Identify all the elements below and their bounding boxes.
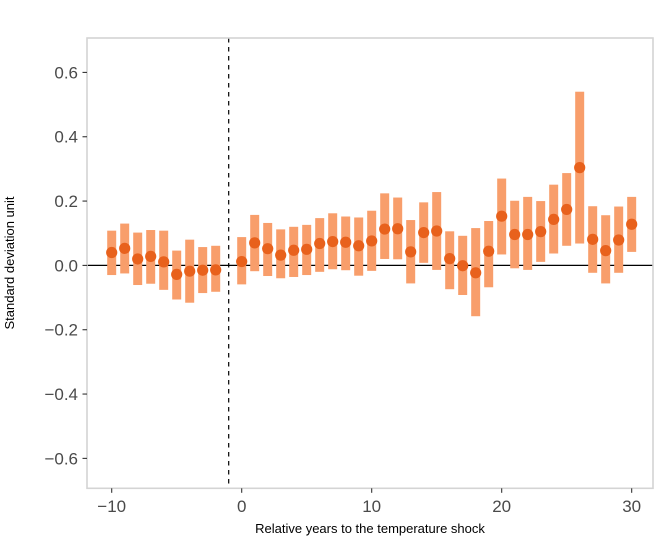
x-tick-label: 10 <box>362 497 381 516</box>
data-point <box>288 244 300 256</box>
data-point <box>132 253 144 265</box>
data-point <box>626 218 638 230</box>
data-point <box>366 235 378 247</box>
data-point <box>171 268 183 281</box>
data-point <box>119 242 131 254</box>
data-point <box>457 260 469 272</box>
data-point <box>600 245 612 257</box>
y-tick-label: 0.4 <box>54 128 78 147</box>
x-tick-label: 0 <box>237 497 246 516</box>
x-tick-label: 30 <box>622 497 641 516</box>
data-point <box>496 210 508 222</box>
data-point <box>197 264 209 276</box>
y-axis-tick-labels: 0.6 0.4 0.2 0.0 −0.2 −0.4 −0.6 <box>44 63 78 468</box>
data-point <box>418 226 430 239</box>
y-tick-label: 0.0 <box>54 256 78 275</box>
y-tick-label: 0.2 <box>54 192 78 211</box>
data-point <box>613 234 625 246</box>
data-point <box>340 236 352 248</box>
y-tick-label: 0.6 <box>54 63 78 82</box>
data-point <box>145 250 157 262</box>
data-point <box>184 265 196 277</box>
data-point <box>262 243 274 255</box>
panel-border <box>86 37 654 490</box>
data-point <box>392 223 404 235</box>
data-point <box>327 235 339 248</box>
data-point <box>483 245 495 257</box>
data-point <box>587 233 599 245</box>
x-tick-label: 20 <box>492 497 511 516</box>
data-point <box>509 228 521 241</box>
y-tick-label: −0.6 <box>44 449 78 468</box>
data-point <box>301 243 313 255</box>
data-point <box>275 249 287 261</box>
axis-tick-marks <box>82 71 633 493</box>
x-axis-tick-labels: −10 0 10 20 30 <box>97 497 641 516</box>
data-point <box>249 237 261 249</box>
data-point <box>548 213 560 226</box>
data-point <box>353 240 365 252</box>
data-point <box>522 228 534 241</box>
data-point <box>236 255 248 268</box>
data-point <box>574 162 586 174</box>
y-axis-title: Standard deviation unit <box>2 196 17 329</box>
x-axis-title: Relative years to the temperature shock <box>255 521 485 536</box>
data-point <box>210 264 222 276</box>
data-point <box>535 226 547 238</box>
y-tick-label: −0.2 <box>44 321 78 340</box>
point-estimates <box>106 162 638 281</box>
y-tick-label: −0.4 <box>44 385 78 404</box>
data-point <box>561 203 573 216</box>
data-point <box>405 246 417 258</box>
data-point <box>158 256 170 268</box>
data-point <box>444 253 456 265</box>
data-point <box>106 246 118 259</box>
data-point <box>470 267 482 279</box>
x-tick-label: −10 <box>97 497 126 516</box>
data-point <box>314 237 326 250</box>
data-point <box>431 225 443 237</box>
data-point <box>379 223 391 235</box>
